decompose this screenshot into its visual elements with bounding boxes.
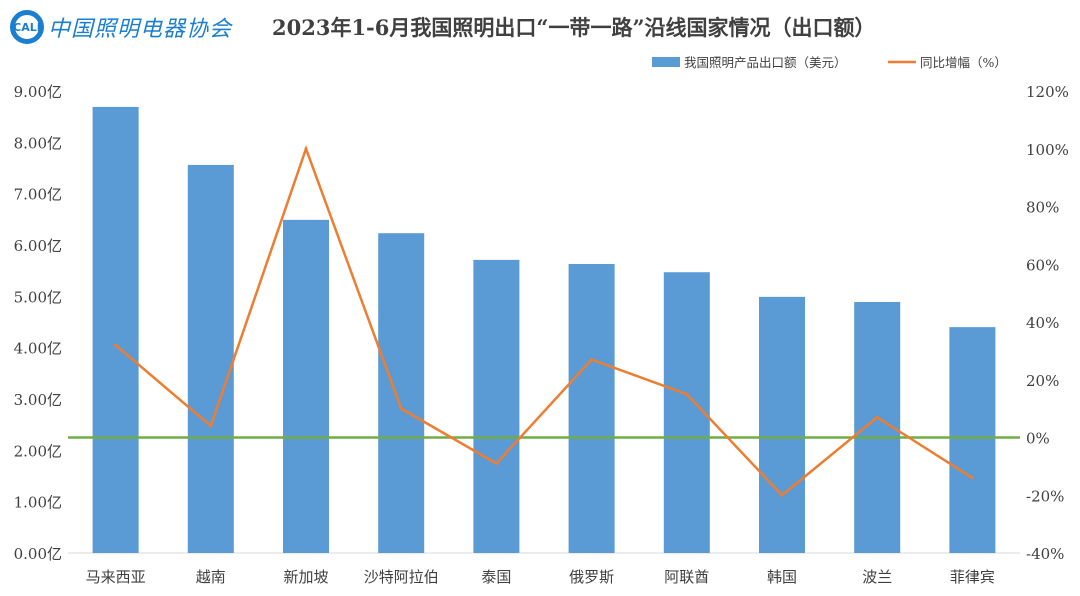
logo: CALI 中国照明电器协会 — [10, 10, 232, 44]
x-tick-label: 阿联酋 — [664, 568, 709, 586]
right-tick-label: 60% — [1026, 256, 1059, 274]
chart-title: 2023年1-6月我国照明出口“一带一路”沿线国家情况（出口额） — [272, 15, 876, 40]
left-tick-label: 5.00亿 — [14, 288, 62, 306]
right-tick-label: 20% — [1026, 372, 1059, 390]
right-tick-label: 100% — [1026, 141, 1069, 159]
bar — [187, 164, 234, 554]
left-tick-label: 9.00亿 — [14, 83, 62, 101]
left-tick-label: 0.00亿 — [14, 545, 62, 563]
left-tick-label: 1.00亿 — [14, 494, 62, 512]
right-tick-label: 0% — [1026, 430, 1050, 448]
growth-point — [494, 461, 498, 465]
right-tick-label: 40% — [1026, 314, 1059, 332]
x-tick-label: 泰国 — [481, 568, 511, 586]
bar — [473, 259, 520, 553]
growth-point — [114, 343, 118, 347]
legend-label-bar: 我国照明产品出口额（美元） — [684, 55, 847, 70]
right-tick-label: -20% — [1026, 487, 1064, 505]
left-tick-label: 7.00亿 — [14, 186, 62, 204]
legend-label-line: 同比增幅（%） — [920, 55, 1007, 70]
x-tick-label: 沙特阿拉伯 — [364, 568, 439, 586]
bar — [663, 272, 710, 553]
growth-point — [875, 415, 879, 419]
bar — [568, 263, 615, 553]
logo-mark: CALI — [10, 10, 44, 44]
x-tick-label: 新加坡 — [283, 568, 328, 586]
growth-point — [304, 147, 308, 151]
x-tick-label: 马来西亚 — [86, 568, 146, 586]
growth-point — [209, 424, 213, 428]
growth-point — [685, 392, 689, 396]
left-tick-label: 6.00亿 — [14, 237, 62, 255]
growth-line — [114, 145, 974, 497]
right-tick-label: 80% — [1026, 199, 1059, 217]
bar — [378, 233, 425, 553]
x-tick-label: 越南 — [196, 568, 226, 586]
x-tick-label: 波兰 — [862, 568, 892, 586]
growth-point — [399, 407, 403, 411]
bar — [759, 296, 805, 553]
bar — [92, 106, 139, 553]
logo-name: 中国照明电器协会 — [48, 17, 233, 42]
growth-point — [590, 358, 594, 362]
right-tick-label: 120% — [1026, 83, 1069, 101]
bar — [949, 327, 996, 553]
x-tick-label: 菲律宾 — [950, 568, 995, 586]
legend-swatch-bar — [652, 57, 680, 67]
x-tick-label: 韩国 — [767, 568, 797, 586]
left-tick-label: 2.00亿 — [14, 442, 62, 460]
left-tick-label: 3.00亿 — [14, 391, 62, 409]
bar — [283, 219, 329, 553]
right-tick-label: -40% — [1026, 545, 1064, 563]
growth-point — [970, 476, 974, 480]
left-tick-label: 8.00亿 — [14, 134, 62, 152]
x-tick-label: 俄罗斯 — [569, 568, 614, 586]
growth-point — [780, 493, 784, 497]
left-tick-label: 4.00亿 — [14, 340, 62, 358]
